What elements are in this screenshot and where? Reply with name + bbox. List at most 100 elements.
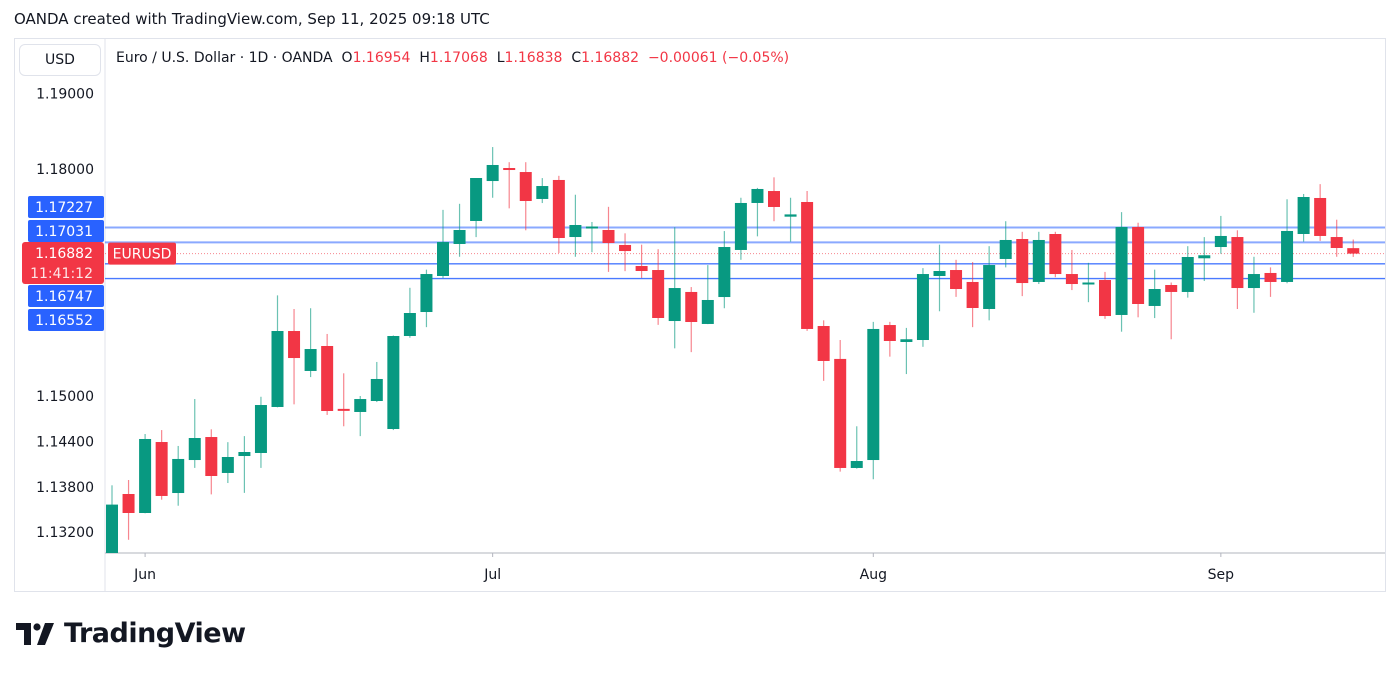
candle	[966, 262, 979, 328]
candle	[370, 361, 383, 403]
candle-body-up	[420, 274, 433, 313]
candle	[817, 320, 830, 381]
candle-body-up	[437, 242, 449, 276]
currency-button[interactable]: USD	[19, 44, 101, 76]
candle	[801, 190, 814, 331]
candle	[470, 178, 483, 238]
candle	[288, 308, 301, 405]
tradingview-logo[interactable]: TradingView	[16, 618, 246, 649]
candle	[122, 480, 135, 540]
candle	[519, 162, 532, 231]
candle	[768, 177, 780, 222]
candle-body-down	[1165, 285, 1178, 292]
candle	[536, 178, 549, 204]
candle-body-up	[569, 224, 582, 238]
tradingview-logo-icon	[16, 622, 54, 645]
y-tick-label: 1.14400	[36, 434, 94, 450]
candle	[354, 396, 367, 437]
candle-body-down	[288, 331, 301, 359]
candle-body-up	[387, 336, 400, 430]
candle	[172, 445, 185, 506]
candle	[950, 259, 963, 297]
candle	[718, 231, 731, 309]
candle-body-up	[139, 438, 152, 513]
legend-open: 1.16954	[352, 50, 411, 66]
candle	[205, 429, 218, 495]
candle-body-down	[1347, 248, 1360, 254]
y-tick-label: 1.18000	[36, 162, 94, 178]
price-line-badge	[28, 309, 104, 331]
candle-body-down	[1016, 238, 1029, 284]
candle-body-up	[1297, 196, 1310, 235]
candle-body-up	[933, 271, 946, 276]
candle-body-down	[337, 408, 350, 411]
legend-title: Euro / U.S. Dollar · 1D · OANDA	[116, 50, 333, 66]
candle-body-down	[155, 442, 168, 496]
candle-body-down	[966, 281, 979, 309]
candle	[569, 194, 582, 257]
candle-body-up	[106, 504, 118, 553]
candle-body-up	[701, 299, 714, 324]
candle-body-up	[867, 328, 880, 461]
candle	[635, 244, 648, 278]
candle	[552, 175, 565, 253]
symbol-badge	[108, 242, 176, 265]
candle-body-down	[619, 244, 632, 252]
candle-body-up	[370, 378, 383, 402]
price-line-badge	[28, 220, 104, 242]
candle	[437, 209, 449, 278]
y-tick-label: 1.19000	[36, 86, 94, 102]
candle-body-up	[403, 313, 416, 337]
x-tick-label: Jul	[483, 567, 501, 583]
candle-body-down	[1264, 272, 1277, 282]
candle	[321, 333, 334, 415]
candle	[685, 287, 698, 353]
legend-low: 1.16838	[504, 50, 563, 66]
candle-body-down	[1049, 234, 1062, 275]
candle	[983, 246, 996, 321]
candle	[271, 295, 284, 408]
legend-close: 1.16882	[581, 50, 640, 66]
candle	[486, 147, 499, 198]
candle-body-up	[1247, 274, 1260, 289]
candle-body-down	[205, 437, 218, 476]
candle-body-up	[734, 202, 747, 250]
y-tick-label: 1.13800	[36, 480, 94, 496]
candle-body-up	[983, 265, 996, 309]
candle-body-down	[321, 345, 334, 411]
candle-body-down	[1330, 237, 1343, 248]
price-line-badge-label: 1.17227	[35, 200, 93, 216]
candle	[238, 436, 251, 493]
chart-credit: OANDA created with TradingView.com, Sep …	[14, 10, 490, 28]
candle-body-up	[1082, 282, 1095, 285]
candle	[387, 335, 400, 431]
candle	[221, 442, 234, 484]
legend-low-label: L	[496, 50, 505, 66]
candle-body-up	[453, 229, 466, 244]
y-tick-label: 1.15000	[36, 389, 94, 405]
candle	[155, 430, 168, 500]
candle	[139, 433, 152, 514]
candle	[403, 287, 416, 338]
candle	[867, 321, 880, 480]
candle-body-down	[1314, 197, 1327, 236]
candle	[1148, 269, 1161, 319]
legend-high: 1.17068	[429, 50, 488, 66]
candle	[1082, 262, 1095, 303]
candle	[1247, 256, 1260, 313]
candle-body-up	[188, 438, 201, 461]
candle	[999, 221, 1012, 268]
candle-body-up	[536, 186, 549, 199]
candle-body-down	[1065, 274, 1078, 285]
candle	[933, 244, 946, 312]
candle-body-down	[552, 179, 565, 239]
candle-body-up	[1198, 255, 1211, 259]
candle	[503, 162, 516, 209]
legend-close-label: C	[571, 50, 582, 66]
candle	[1181, 246, 1194, 298]
candle-body-down	[122, 494, 135, 513]
candle-body-up	[486, 164, 499, 182]
countdown-label: 11:41:12	[30, 266, 93, 282]
price-line-badge-label: 1.17031	[35, 224, 93, 240]
